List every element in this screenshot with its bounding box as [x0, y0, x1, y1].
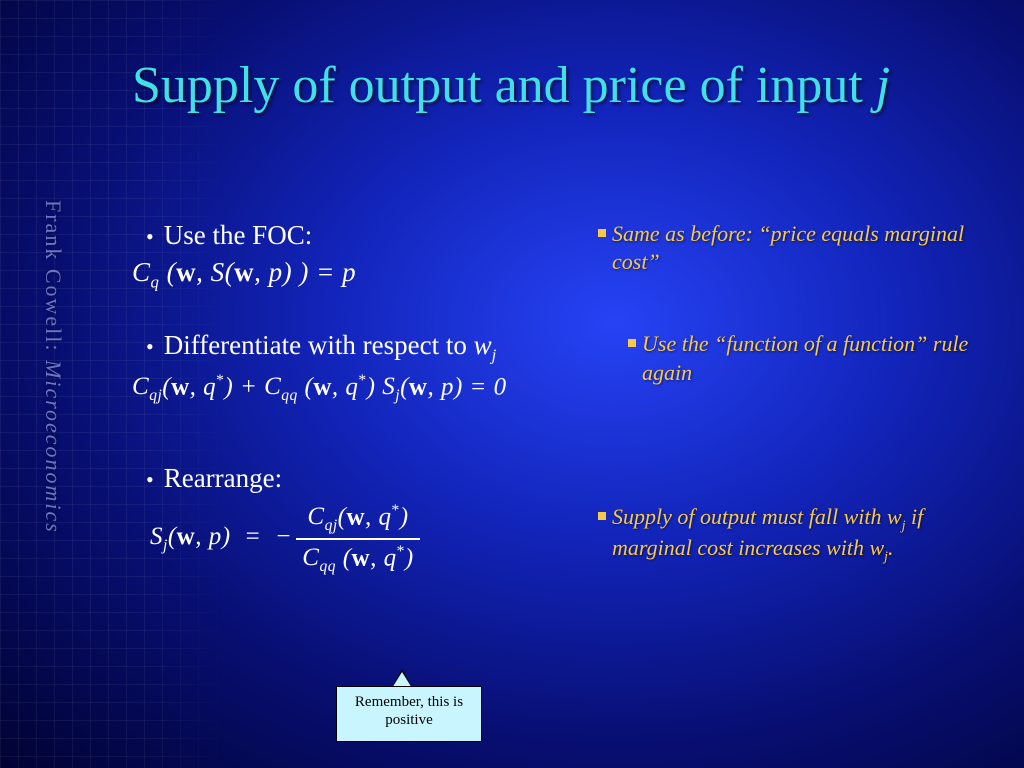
callout-text: Remember, this is positive: [355, 694, 463, 728]
square-bullet-icon: [598, 229, 606, 237]
bullet-2-text: Differentiate with respect to wj: [164, 330, 497, 365]
note-1: Same as before: “price equals marginal c…: [598, 220, 982, 276]
equation-1: Cq (w, S(w, p) ) = p: [132, 257, 562, 292]
side-author-label: Frank Cowell: Microeconomics: [40, 200, 66, 534]
title-var: j: [876, 57, 890, 114]
eq3-left: Sj(w, p) = −: [150, 523, 292, 555]
bullet-1: • Use the FOC:: [146, 220, 562, 251]
equation-3: Sj(w, p) = − Cqj(w, q*) Cqq (w, q*): [150, 502, 562, 576]
bullet-3-text: Rearrange:: [164, 463, 282, 494]
callout-box: Remember, this is positive: [336, 686, 482, 742]
square-bullet-icon: [598, 512, 606, 520]
block-1: • Use the FOC: Cq (w, S(w, p) ) = p Same…: [132, 220, 982, 292]
note-3: Supply of output must fall with wj if ma…: [598, 503, 982, 565]
eq3-numerator: Cqj(w, q*): [301, 502, 414, 535]
equation-2: Cqj(w, q*) + Cqq (w, q*) Sj(w, p) = 0: [132, 372, 592, 405]
bullet-3: • Rearrange:: [146, 463, 562, 494]
fraction-bar: [296, 538, 419, 540]
bullet-2: • Differentiate with respect to wj: [146, 330, 592, 365]
eq3-denominator: Cqq (w, q*): [296, 543, 419, 576]
title-text: Supply of output and price of input: [132, 57, 876, 114]
note-2-text: Use the “function of a function” rule ag…: [642, 330, 982, 386]
note-3-text: Supply of output must fall with wj if ma…: [612, 503, 982, 565]
slide-title: Supply of output and price of input j: [132, 58, 952, 114]
note-1-text: Same as before: “price equals marginal c…: [612, 220, 982, 276]
note-2: Use the “function of a function” rule ag…: [628, 330, 982, 386]
block-2: • Differentiate with respect to wj Cqj(w…: [132, 330, 982, 405]
bullet-dot-icon: •: [146, 466, 154, 493]
square-bullet-icon: [628, 339, 636, 347]
side-author: Frank Cowell:: [41, 200, 66, 353]
content-area: • Use the FOC: Cq (w, S(w, p) ) = p Same…: [132, 220, 982, 588]
block-3: • Rearrange: Sj(w, p) = − Cqj(w, q*) Cqq…: [132, 463, 982, 576]
eq3-fraction: Cqj(w, q*) Cqq (w, q*): [296, 502, 419, 576]
bullet-dot-icon: •: [146, 333, 154, 360]
bullet-dot-icon: •: [146, 223, 154, 250]
side-topic: Microeconomics: [41, 360, 66, 534]
bullet-1-text: Use the FOC:: [164, 220, 313, 251]
